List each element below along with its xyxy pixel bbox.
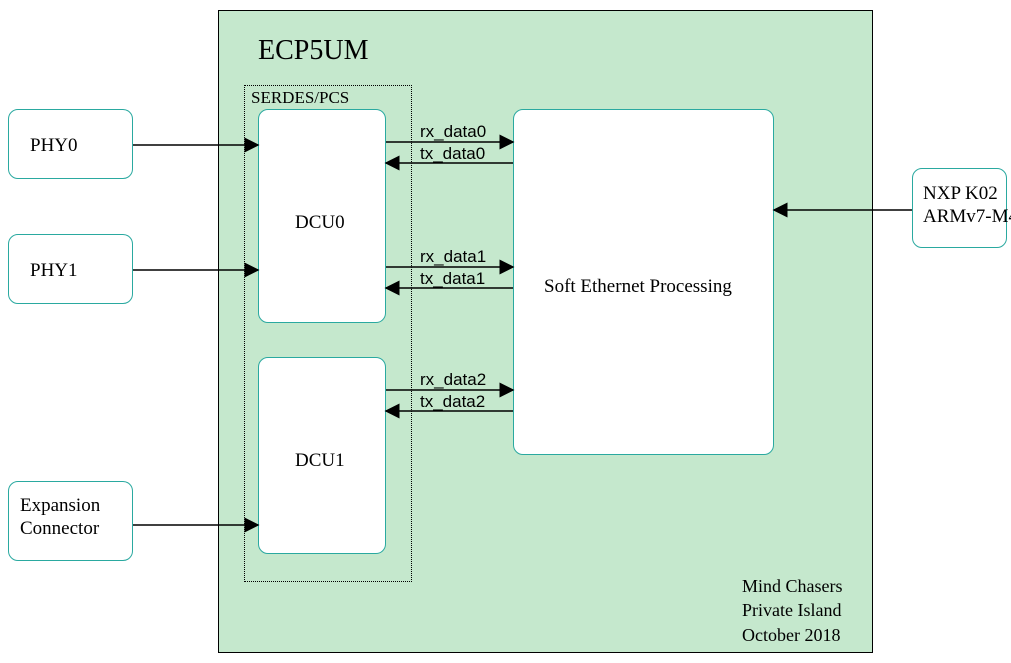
rx-data1-label: rx_data1 [420, 247, 486, 267]
rx-data0-label: rx_data0 [420, 122, 486, 142]
credits-line3: October 2018 [742, 623, 843, 647]
expansion-label: Expansion Connector [20, 495, 100, 541]
serdes-pcs-label: SERDES/PCS [251, 88, 349, 108]
credits: Mind Chasers Private Island October 2018 [742, 574, 843, 647]
phy0-label: PHY0 [30, 135, 78, 158]
tx-data0-label: tx_data0 [420, 144, 485, 164]
rx-data2-label: rx_data2 [420, 370, 486, 390]
soft-ethernet-label: Soft Ethernet Processing [544, 276, 732, 299]
dcu1-label: DCU1 [295, 450, 345, 473]
phy1-label: PHY1 [30, 260, 78, 283]
tx-data2-label: tx_data2 [420, 392, 485, 412]
dcu0-label: DCU0 [295, 212, 345, 235]
ecp5um-title: ECP5UM [258, 35, 368, 67]
credits-line2: Private Island [742, 598, 843, 622]
nxp-label: NXP K02 ARMv7-M4 [923, 183, 1011, 229]
tx-data1-label: tx_data1 [420, 269, 485, 289]
credits-line1: Mind Chasers [742, 574, 843, 598]
